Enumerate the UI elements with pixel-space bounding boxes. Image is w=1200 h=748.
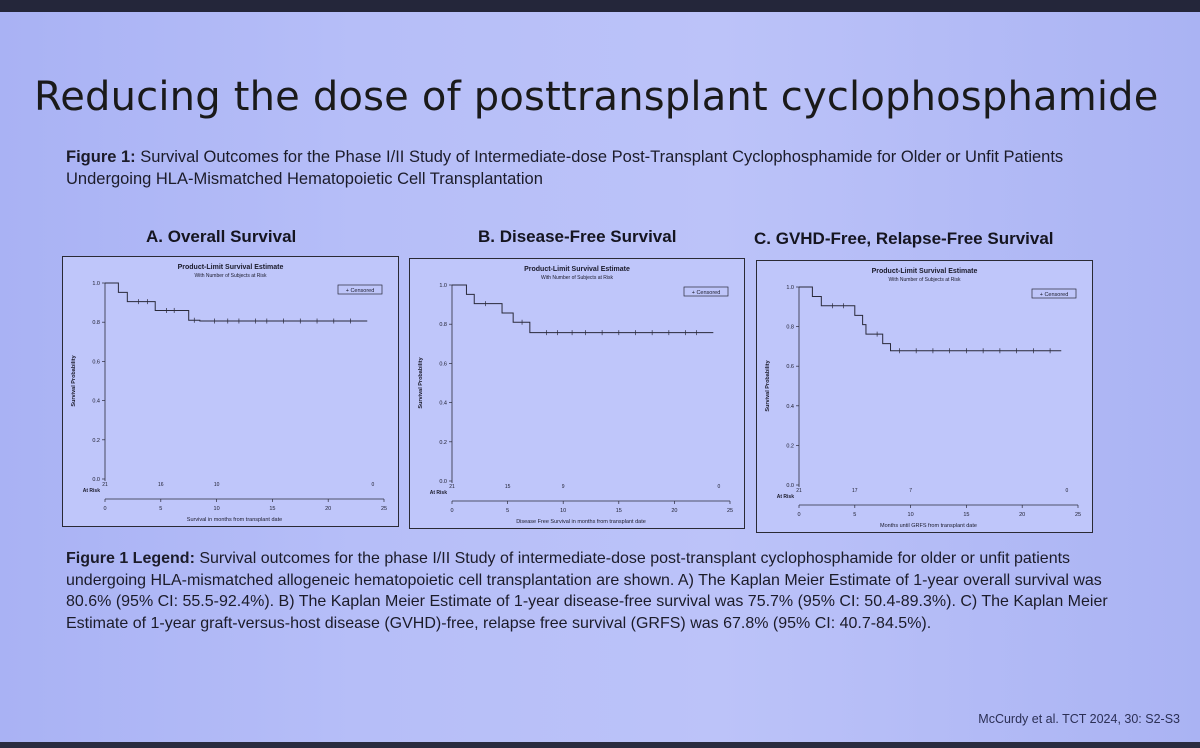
legend-box	[683, 286, 729, 297]
legend-censored: + Censored	[1040, 292, 1069, 298]
x-tick-label: 25	[727, 508, 733, 514]
x-tick-label: 10	[908, 512, 914, 518]
slide-title: Reducing the dose of posttransplant cycl…	[34, 74, 1159, 120]
screen-bottom-edge	[0, 742, 1200, 748]
survival-curve	[105, 282, 368, 322]
panel-title-c: C. GVHD-Free, Relapse-Free Survival	[754, 229, 1054, 248]
at-risk-count: 21	[796, 488, 802, 494]
y-tick-label: 0.0	[439, 479, 447, 485]
x-axis-label: Survival in months from transplant date	[187, 517, 282, 523]
x-tick-label: 25	[1075, 512, 1081, 518]
at-risk-count: 16	[158, 482, 164, 488]
x-tick-label: 5	[853, 512, 856, 518]
x-axis-label: Disease Free Survival in months from tra…	[516, 519, 646, 525]
x-tick-label: 25	[381, 506, 387, 512]
chart-subtitle: With Number of Subjects at Risk	[541, 275, 613, 281]
x-tick-label: 15	[616, 508, 622, 514]
at-risk-count: 17	[852, 488, 858, 494]
at-risk-label: At Risk	[430, 490, 447, 496]
legend-censored: + Censored	[692, 290, 721, 296]
y-tick-label: 0.4	[92, 399, 100, 405]
y-tick-label: 0.8	[439, 322, 447, 328]
x-tick-label: 20	[325, 506, 331, 512]
at-risk-count: 7	[909, 488, 912, 494]
y-tick-label: 0.2	[92, 438, 100, 444]
at-risk-count: 0	[371, 482, 374, 488]
figure-caption: Figure 1: Survival Outcomes for the Phas…	[66, 146, 1146, 190]
km-chart-svg: Product-Limit Survival Estimate With Numb…	[765, 268, 1081, 529]
km-chart-disease-free-survival: Product-Limit Survival Estimate With Numb…	[409, 258, 745, 529]
x-tick-label: 10	[214, 506, 220, 512]
x-tick-label: 10	[560, 508, 566, 514]
legend-box	[337, 284, 383, 295]
km-chart-svg: Product-Limit Survival Estimate With Numb…	[418, 266, 733, 525]
x-tick-label: 0	[103, 506, 106, 512]
survival-curve	[799, 286, 1062, 352]
at-risk-count: 21	[102, 482, 108, 488]
at-risk-count: 10	[214, 482, 220, 488]
figure-legend: Figure 1 Legend: Survival outcomes for t…	[66, 548, 1146, 634]
y-tick-label: 0.6	[92, 359, 100, 365]
x-tick-label: 0	[450, 508, 453, 514]
y-tick-label: 0.0	[786, 483, 794, 489]
x-tick-label: 15	[269, 506, 275, 512]
legend-censored: + Censored	[346, 288, 375, 294]
chart-subtitle: With Number of Subjects at Risk	[195, 273, 267, 279]
y-tick-label: 1.0	[439, 283, 447, 289]
y-tick-label: 1.0	[786, 285, 794, 291]
figure-caption-text: Survival Outcomes for the Phase I/II Stu…	[66, 148, 1064, 188]
km-chart-grfs: Product-Limit Survival Estimate With Numb…	[756, 260, 1093, 533]
y-tick-label: 0.0	[92, 477, 100, 483]
y-tick-label: 0.8	[92, 320, 100, 326]
figure-legend-label: Figure 1 Legend:	[66, 550, 195, 567]
figure-caption-label: Figure 1:	[66, 148, 136, 166]
y-tick-label: 0.8	[786, 325, 794, 331]
x-tick-label: 20	[1019, 512, 1025, 518]
y-axis-label: Survival Probability	[765, 359, 771, 411]
y-tick-label: 0.6	[786, 364, 794, 370]
y-axis-label: Survival Probability	[71, 354, 77, 406]
y-tick-label: 0.6	[439, 361, 447, 367]
at-risk-count: 9	[562, 484, 565, 490]
x-axis-label: Months until GRFS from transplant date	[880, 523, 977, 529]
x-tick-label: 5	[159, 506, 162, 512]
km-chart-svg: Product-Limit Survival Estimate With Numb…	[71, 264, 387, 523]
y-tick-label: 1.0	[92, 281, 100, 287]
at-risk-label: At Risk	[83, 488, 100, 494]
y-axis-label: Survival Probability	[418, 356, 424, 408]
at-risk-count: 21	[449, 484, 455, 490]
at-risk-label: At Risk	[777, 494, 794, 500]
chart-title: Product-Limit Survival Estimate	[872, 268, 978, 275]
y-tick-label: 0.4	[786, 404, 794, 410]
chart-title: Product-Limit Survival Estimate	[524, 266, 630, 273]
chart-subtitle: With Number of Subjects at Risk	[889, 277, 961, 283]
at-risk-count: 15	[505, 484, 511, 490]
legend-box	[1031, 288, 1077, 299]
x-tick-label: 0	[797, 512, 800, 518]
figure-legend-text: Survival outcomes for the phase I/II Stu…	[66, 550, 1108, 632]
x-tick-label: 15	[963, 512, 969, 518]
citation: McCurdy et al. TCT 2024, 30: S2-S3	[978, 712, 1180, 726]
x-tick-label: 20	[671, 508, 677, 514]
survival-curve	[452, 284, 714, 334]
x-tick-label: 5	[506, 508, 509, 514]
y-tick-label: 0.2	[439, 440, 447, 446]
y-tick-label: 0.4	[439, 401, 447, 407]
y-tick-label: 0.2	[786, 443, 794, 449]
at-risk-count: 0	[1065, 488, 1068, 494]
screen-top-edge	[0, 0, 1200, 12]
chart-title: Product-Limit Survival Estimate	[178, 264, 284, 271]
panel-title-a: A. Overall Survival	[146, 227, 297, 246]
at-risk-count: 0	[717, 484, 720, 490]
km-chart-overall-survival: Product-Limit Survival Estimate With Numb…	[62, 256, 399, 527]
panel-title-b: B. Disease-Free Survival	[478, 227, 677, 246]
